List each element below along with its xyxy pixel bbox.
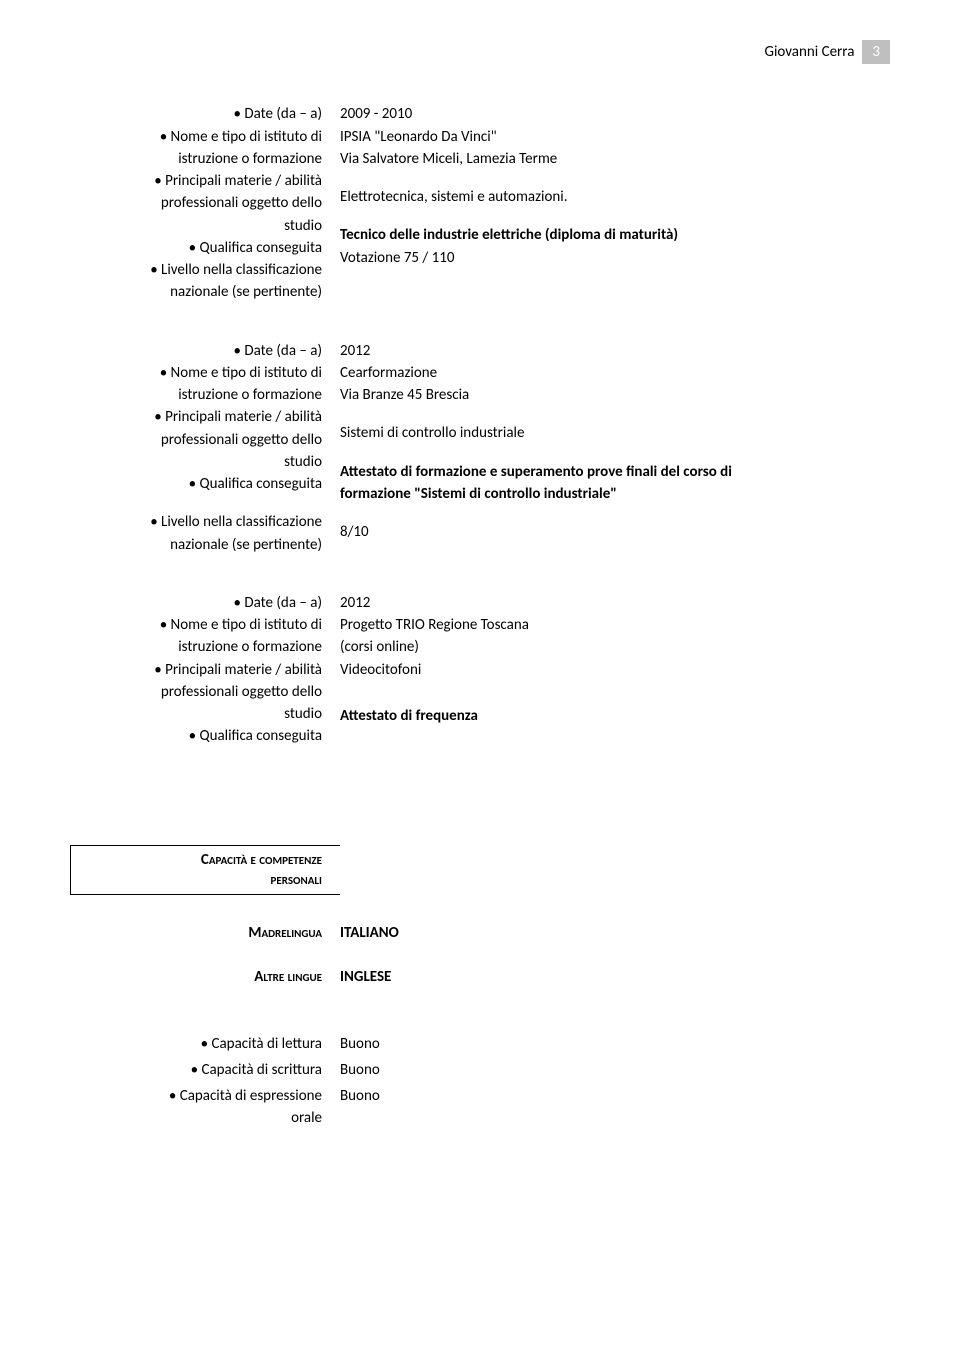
value-date: 2012 (340, 341, 890, 361)
value-lettura: Buono (340, 1034, 890, 1054)
row-madrelingua: Madrelingua ITALIANO (70, 923, 890, 943)
section-line-2: personali (81, 870, 322, 890)
education-entry-1: • Date (da – a) • Nome e tipo di istitut… (70, 104, 890, 304)
section-skills-title: Capacità e competenze personali (70, 845, 340, 896)
education-entry-3: • Date (da – a) • Nome e tipo di istitut… (70, 593, 890, 749)
label-institute: • Nome e tipo di istituto di (70, 615, 322, 635)
value-level: 8/10 (340, 522, 890, 542)
label-date: • Date (da – a) (70, 104, 322, 124)
label-date: • Date (da – a) (70, 593, 322, 613)
label-lettura: • Capacità di lettura (70, 1034, 340, 1054)
label-subjects-3: studio (70, 704, 322, 724)
label-subjects-2: professionali oggetto dello (70, 430, 322, 450)
label-scrittura: • Capacità di scrittura (70, 1060, 340, 1080)
label-subjects: • Principali materie / abilità (70, 660, 322, 680)
spacer (70, 949, 890, 967)
label-subjects-2: professionali oggetto dello (70, 193, 322, 213)
header-page-number: 3 (862, 40, 890, 64)
value-subjects: Sistemi di controllo industriale (340, 423, 890, 443)
spacer (340, 171, 890, 185)
row-lettura: • Capacità di lettura Buono (70, 1034, 890, 1054)
spacer (70, 496, 322, 510)
label-level-2: nazionale (se pertinente) (70, 282, 322, 302)
value-date: 2009 - 2010 (340, 104, 890, 124)
label-subjects: • Principali materie / abilità (70, 407, 322, 427)
label-subjects-3: studio (70, 216, 322, 236)
value-institute-2: Via Branze 45 Brescia (340, 385, 890, 405)
value-altre-lingue: INGLESE (340, 967, 890, 987)
value-qualification-2: formazione "Sistemi di controllo industr… (340, 484, 890, 504)
label-orale-2: orale (70, 1108, 322, 1128)
value-orale: Buono (340, 1086, 890, 1131)
label-level: • Livello nella classificazione (70, 512, 322, 532)
label-madrelingua: Madrelingua (70, 923, 340, 943)
label-orale-1: • Capacità di espressione (70, 1086, 322, 1106)
label-institute-2: istruzione o formazione (70, 637, 322, 657)
label-institute-2: istruzione o formazione (70, 385, 322, 405)
label-qualification: • Qualifica conseguita (70, 238, 322, 258)
edu2-values: 2012 Cearformazione Via Branze 45 Bresci… (340, 341, 890, 557)
label-institute-2: istruzione o formazione (70, 149, 322, 169)
header-name: Giovanni Cerra (765, 42, 863, 62)
spacer (70, 785, 890, 845)
row-orale: • Capacità di espressione orale Buono (70, 1086, 890, 1131)
label-orale: • Capacità di espressione orale (70, 1086, 340, 1131)
spacer (340, 446, 890, 460)
spacer (340, 682, 890, 704)
label-level-2: nazionale (se pertinente) (70, 535, 322, 555)
label-qualification: • Qualifica conseguita (70, 726, 322, 746)
value-institute: IPSIA "Leonardo Da Vinci" (340, 127, 890, 147)
value-level: Votazione 75 / 110 (340, 248, 890, 268)
label-level: • Livello nella classificazione (70, 260, 322, 280)
value-subjects: Videocitofoni (340, 660, 890, 680)
value-institute: Cearformazione (340, 363, 890, 383)
label-institute: • Nome e tipo di istituto di (70, 127, 322, 147)
spacer (340, 506, 890, 520)
edu3-values: 2012 Progetto TRIO Regione Toscana (cors… (340, 593, 890, 749)
section-line-1: Capacità e competenze (81, 850, 322, 870)
value-madrelingua: ITALIANO (340, 923, 890, 943)
label-institute: • Nome e tipo di istituto di (70, 363, 322, 383)
value-qualification-1: Attestato di formazione e superamento pr… (340, 462, 890, 482)
label-subjects-2: professionali oggetto dello (70, 682, 322, 702)
value-qualification: Attestato di frequenza (340, 706, 890, 726)
value-scrittura: Buono (340, 1060, 890, 1080)
value-institute-2: Via Salvatore Miceli, Lamezia Terme (340, 149, 890, 169)
edu1-labels: • Date (da – a) • Nome e tipo di istitut… (70, 104, 340, 304)
edu2-labels: • Date (da – a) • Nome e tipo di istitut… (70, 341, 340, 557)
value-date: 2012 (340, 593, 890, 613)
value-institute: Progetto TRIO Regione Toscana (340, 615, 890, 635)
label-subjects-3: studio (70, 452, 322, 472)
label-date: • Date (da – a) (70, 341, 322, 361)
value-qualification: Tecnico delle industrie elettriche (dipl… (340, 225, 890, 245)
edu1-values: 2009 - 2010 IPSIA "Leonardo Da Vinci" Vi… (340, 104, 890, 304)
value-institute-2: (corsi online) (340, 637, 890, 657)
edu3-labels: • Date (da – a) • Nome e tipo di istitut… (70, 593, 340, 749)
label-altre-lingue: Altre lingue (70, 967, 340, 987)
row-scrittura: • Capacità di scrittura Buono (70, 1060, 890, 1080)
label-subjects: • Principali materie / abilità (70, 171, 322, 191)
label-qualification: • Qualifica conseguita (70, 474, 322, 494)
page-header: Giovanni Cerra 3 (70, 40, 890, 64)
spacer (340, 407, 890, 421)
education-entry-2: • Date (da – a) • Nome e tipo di istitut… (70, 341, 890, 557)
spacer (70, 994, 890, 1034)
row-altre-lingue: Altre lingue INGLESE (70, 967, 890, 987)
value-subjects: Elettrotecnica, sistemi e automazioni. (340, 187, 890, 207)
spacer (340, 209, 890, 223)
